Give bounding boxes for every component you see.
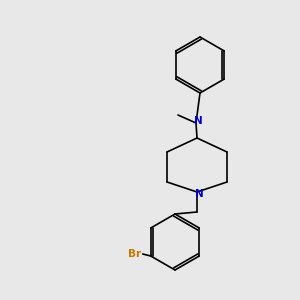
Text: N: N xyxy=(195,189,203,199)
Text: N: N xyxy=(194,116,202,126)
Text: Br: Br xyxy=(128,249,141,259)
